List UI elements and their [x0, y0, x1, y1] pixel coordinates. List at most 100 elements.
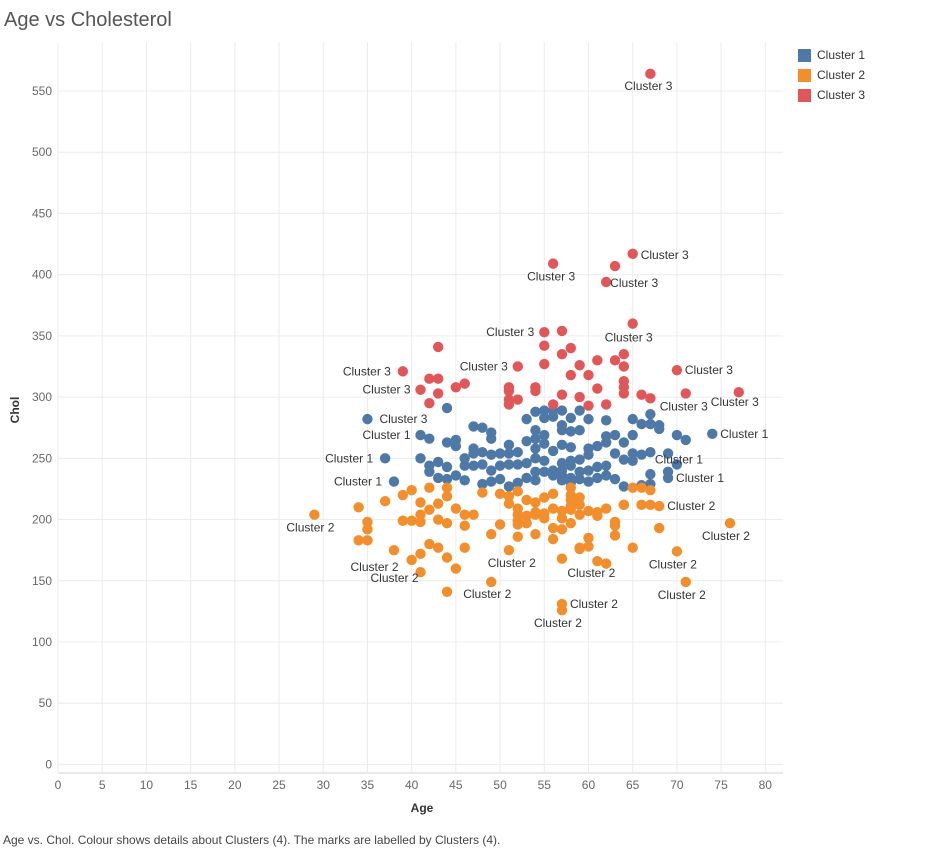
data-point-cluster-2[interactable]: [530, 529, 541, 540]
data-point-cluster-1[interactable]: [459, 453, 470, 464]
data-point-cluster-3[interactable]: [680, 388, 691, 399]
data-point-cluster-1[interactable]: [645, 418, 656, 430]
data-point-cluster-3[interactable]: [547, 258, 559, 269]
data-point-cluster-1[interactable]: [539, 438, 550, 449]
data-point-cluster-3[interactable]: [503, 385, 515, 397]
data-point-cluster-2[interactable]: [645, 499, 656, 511]
data-point-cluster-2[interactable]: [459, 542, 470, 553]
data-point-cluster-3[interactable]: [539, 340, 550, 351]
data-point-cluster-2[interactable]: [583, 505, 594, 517]
data-point-cluster-3[interactable]: [609, 355, 621, 366]
data-point-cluster-1[interactable]: [662, 448, 674, 459]
data-point-cluster-2[interactable]: [556, 553, 568, 564]
data-point-cluster-1[interactable]: [574, 466, 585, 477]
data-point-cluster-2[interactable]: [494, 519, 506, 530]
data-point-cluster-1[interactable]: [627, 413, 638, 425]
data-point-cluster-2[interactable]: [397, 489, 409, 501]
data-point-cluster-1[interactable]: [388, 476, 400, 487]
data-point-cluster-2[interactable]: [521, 494, 532, 506]
data-point-cluster-1[interactable]: [503, 459, 515, 470]
data-point-cluster-1[interactable]: [521, 435, 532, 447]
data-point-cluster-2[interactable]: [441, 482, 453, 493]
legend-item-cluster-2[interactable]: Cluster 2: [798, 65, 865, 85]
data-point-cluster-1[interactable]: [556, 475, 568, 486]
data-point-cluster-1[interactable]: [486, 433, 497, 444]
data-point-cluster-2[interactable]: [309, 509, 320, 520]
data-point-cluster-1[interactable]: [539, 405, 550, 416]
data-point-cluster-1[interactable]: [600, 470, 612, 481]
data-point-cluster-3[interactable]: [583, 369, 594, 381]
data-point-cluster-2[interactable]: [362, 524, 373, 535]
data-point-cluster-1[interactable]: [565, 426, 577, 437]
data-point-cluster-1[interactable]: [494, 460, 506, 471]
data-point-cluster-2[interactable]: [503, 491, 515, 502]
data-point-cluster-1[interactable]: [432, 472, 444, 484]
data-point-cluster-1[interactable]: [645, 469, 656, 480]
data-point-cluster-2[interactable]: [441, 491, 453, 502]
data-point-cluster-1[interactable]: [441, 473, 453, 485]
data-point-cluster-2[interactable]: [654, 500, 665, 512]
data-point-cluster-3[interactable]: [645, 68, 656, 80]
data-point-cluster-1[interactable]: [530, 424, 541, 436]
data-point-cluster-2[interactable]: [415, 509, 426, 520]
data-points[interactable]: [309, 68, 744, 616]
data-point-cluster-1[interactable]: [494, 473, 506, 485]
data-point-cluster-1[interactable]: [618, 454, 630, 465]
data-point-cluster-1[interactable]: [592, 461, 603, 473]
data-point-cluster-2[interactable]: [565, 482, 577, 493]
data-point-cluster-2[interactable]: [388, 544, 400, 556]
legend-item-cluster-3[interactable]: Cluster 3: [798, 85, 865, 105]
data-point-cluster-3[interactable]: [592, 383, 603, 394]
data-point-cluster-2[interactable]: [379, 495, 391, 507]
data-point-cluster-1[interactable]: [459, 475, 470, 486]
data-point-cluster-3[interactable]: [645, 393, 656, 404]
data-point-cluster-3[interactable]: [565, 369, 577, 381]
data-point-cluster-2[interactable]: [547, 503, 559, 514]
data-point-cluster-2[interactable]: [556, 505, 568, 517]
data-point-cluster-1[interactable]: [627, 448, 638, 459]
data-point-cluster-2[interactable]: [406, 515, 417, 526]
data-point-cluster-1[interactable]: [574, 454, 585, 465]
data-point-cluster-1[interactable]: [539, 429, 550, 441]
data-point-cluster-1[interactable]: [636, 449, 647, 460]
data-point-cluster-2[interactable]: [574, 543, 585, 555]
data-point-cluster-2[interactable]: [654, 522, 665, 534]
data-point-cluster-3[interactable]: [539, 326, 550, 338]
data-point-cluster-2[interactable]: [600, 503, 612, 514]
data-point-cluster-1[interactable]: [415, 453, 426, 464]
data-point-cluster-2[interactable]: [521, 518, 532, 529]
data-point-cluster-1[interactable]: [424, 466, 435, 477]
data-point-cluster-2[interactable]: [415, 548, 426, 560]
data-point-cluster-2[interactable]: [574, 499, 585, 511]
data-point-cluster-2[interactable]: [592, 510, 603, 522]
data-point-cluster-2[interactable]: [503, 498, 515, 509]
data-point-cluster-1[interactable]: [512, 459, 523, 470]
data-point-cluster-1[interactable]: [547, 445, 559, 457]
data-point-cluster-1[interactable]: [441, 402, 453, 414]
data-point-cluster-3[interactable]: [459, 378, 470, 389]
data-point-cluster-1[interactable]: [707, 428, 718, 440]
legend-item-cluster-1[interactable]: Cluster 1: [798, 45, 865, 65]
data-point-cluster-1[interactable]: [618, 481, 630, 492]
data-point-cluster-2[interactable]: [583, 541, 594, 552]
data-point-cluster-1[interactable]: [521, 413, 532, 425]
data-point-cluster-1[interactable]: [503, 439, 515, 451]
data-point-cluster-2[interactable]: [556, 524, 568, 535]
data-point-cluster-1[interactable]: [503, 481, 515, 492]
data-point-cluster-2[interactable]: [468, 509, 479, 520]
data-point-cluster-1[interactable]: [530, 406, 541, 417]
data-point-cluster-2[interactable]: [415, 516, 426, 528]
data-point-cluster-3[interactable]: [512, 394, 523, 405]
data-point-cluster-3[interactable]: [636, 389, 647, 400]
data-point-cluster-2[interactable]: [432, 498, 444, 509]
data-point-cluster-1[interactable]: [486, 465, 497, 476]
data-point-cluster-1[interactable]: [574, 424, 585, 436]
data-point-cluster-3[interactable]: [450, 382, 462, 393]
data-point-cluster-2[interactable]: [353, 535, 364, 546]
data-point-cluster-2[interactable]: [512, 486, 523, 497]
data-point-cluster-1[interactable]: [450, 470, 462, 481]
data-point-cluster-1[interactable]: [530, 453, 541, 464]
data-point-cluster-2[interactable]: [565, 518, 577, 529]
data-point-cluster-2[interactable]: [441, 586, 453, 597]
